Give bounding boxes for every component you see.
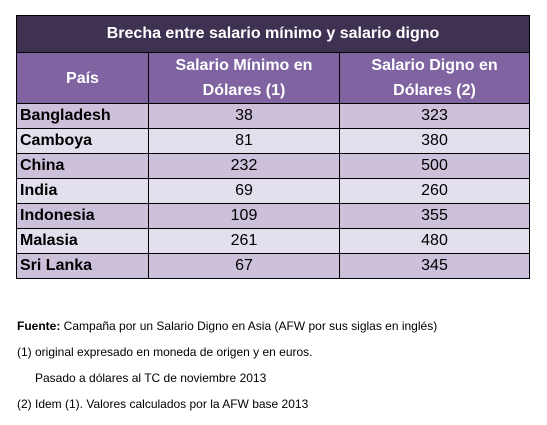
living-wage-cell: 260 [338,178,531,204]
header-living-wage-line2: Dólares (2) [393,82,476,99]
header-living-wage: Salario Digno en Dólares (2) [338,52,531,104]
header-min-wage: Salario Mínimo en Dólares (1) [148,52,340,104]
min-wage-cell: 109 [148,203,340,229]
country-cell: India [16,178,149,204]
table-title-row: Brecha entre salario mínimo y salario di… [15,15,531,53]
living-wage-cell: 480 [338,228,531,254]
table-row: China 232 500 [16,153,531,179]
note-2: (2) Idem (1). Valores calculados por la … [17,397,309,411]
min-wage-cell: 261 [148,228,340,254]
header-living-wage-line1: Salario Digno en [371,57,498,74]
country-cell: Sri Lanka [16,253,149,279]
table-header-row: País Salario Mínimo en Dólares (1) Salar… [16,52,531,104]
table-row: India 69 260 [16,178,531,204]
source-text: Campaña por un Salario Digno en Asia (AF… [60,319,438,333]
living-wage-cell: 323 [338,103,531,129]
min-wage-cell: 232 [148,153,340,179]
min-wage-cell: 81 [148,128,340,154]
min-wage-cell: 67 [148,253,340,279]
living-wage-cell: 380 [338,128,531,154]
source-label: Fuente: [17,319,61,333]
table-row: Bangladesh 38 323 [16,103,531,129]
min-wage-cell: 38 [148,103,340,129]
source-note: Fuente: Campaña por un Salario Digno en … [17,318,537,344]
country-cell: Malasia [16,228,149,254]
country-cell: Bangladesh [16,103,149,129]
living-wage-cell: 345 [338,253,531,279]
living-wage-cell: 355 [338,203,531,229]
country-cell: China [16,153,149,179]
country-cell: Camboya [16,128,149,154]
table-row: Sri Lanka 67 345 [16,253,531,279]
min-wage-cell: 69 [148,178,340,204]
country-cell: Indonesia [16,203,149,229]
living-wage-cell: 500 [338,153,531,179]
header-country: País [16,52,149,104]
table-row: Camboya 81 380 [16,128,531,154]
table-title: Brecha entre salario mínimo y salario di… [15,15,531,53]
table-notes: Fuente: Campaña por un Salario Digno en … [17,318,537,422]
header-min-wage-line1: Salario Mínimo en [175,57,313,74]
table-row: Indonesia 109 355 [16,203,531,229]
table-row: Malasia 261 480 [16,228,531,254]
wage-gap-table: Brecha entre salario mínimo y salario di… [15,15,531,279]
note-1-continuation: Pasado a dólares al TC de noviembre 2013 [35,371,267,385]
wage-gap-table-container: Brecha entre salario mínimo y salario di… [15,15,531,279]
note-1: (1) original expresado en moneda de orig… [17,345,313,359]
header-min-wage-line2: Dólares (1) [202,82,286,99]
